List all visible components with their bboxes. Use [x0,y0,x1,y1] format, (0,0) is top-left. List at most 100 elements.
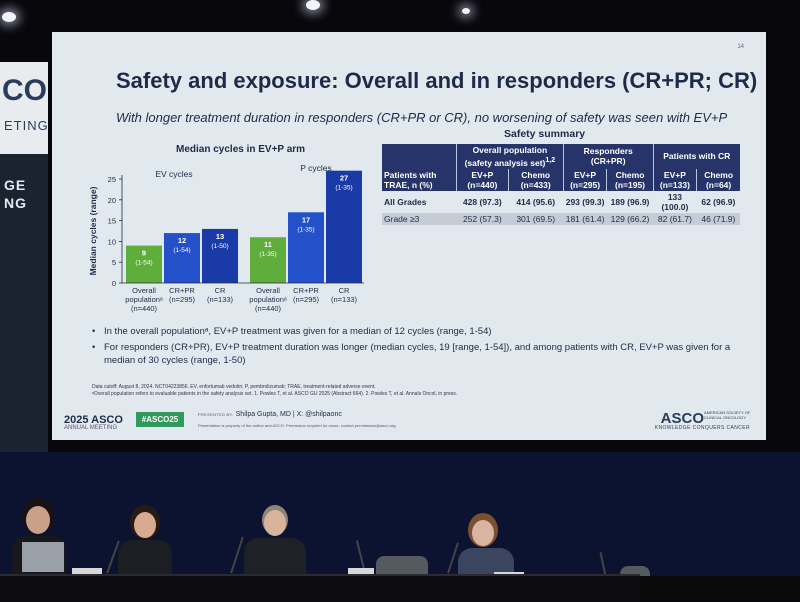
table-cell: 181 (61.4) [563,212,607,225]
column-group-header: Responders (CR+PR) [562,144,654,169]
category-label: (n=440) [131,304,158,313]
row-label: All Grades [384,196,427,207]
bar [126,245,162,283]
category-label: CR [339,286,350,295]
ceiling-light [306,0,320,10]
category-label: (n=440) [255,304,282,313]
table-subheader-row: EV+P (n=440) Chemo (n=433) EV+P (n=295) … [382,168,740,191]
footnote: Data cutoff: August 8, 2024. NCT04223856… [92,384,376,390]
bar [202,228,238,283]
presentation-slide: 14 Safety and exposure: Overall and in r… [52,32,766,440]
presentation-note: Presentation is property of the author a… [198,423,397,428]
side-banner-logo-text: CO [2,74,47,107]
y-tick-label: 25 [108,175,116,184]
bar [164,233,200,283]
bullet-list: In the overall populationᵃ, EV+P treatme… [92,325,742,370]
category-label: (n=133) [207,295,234,304]
bullet-item: In the overall populationᵃ, EV+P treatme… [92,325,742,338]
table-cell: 46 (71.9) [696,212,740,225]
category-label: CR+PR [293,286,319,295]
asco-tagline: KNOWLEDGE CONQUERS CANCER [654,425,750,431]
bar-value-label: 13 [216,232,224,241]
ceiling-light [462,8,470,14]
y-tick-label: 10 [108,237,116,246]
bar-value-label: 9 [142,249,146,258]
table-cell: 301 (69.5) [508,212,564,225]
column-header: EV+P (n=133) [652,168,697,191]
meeting-subtitle: ANNUAL MEETING [64,425,118,431]
table-cell: 428 (97.3) [462,196,502,207]
bar-range-label: (1-35) [335,185,352,192]
asco-society-name: AMERICAN SOCIETY OF CLINICAL ONCOLOGY [704,410,751,420]
panelist-head [264,510,286,536]
bar-range-label: (1-50) [211,243,228,250]
bullet-item: For responders (CR+PR), EV+P treatment d… [92,341,742,367]
column-group-label: Overall population (safety analysis set) [464,145,548,168]
category-label: CR+PR [169,286,195,295]
table-row: All Grades 428 (97.3) 414 (95.6) 293 (99… [382,191,740,213]
footnotes: Data cutoff: August 8, 2024. NCT04223856… [92,384,732,398]
asco-logo: ASCO [660,410,704,427]
median-cycles-chart: 0 5 10 15 20 25 Median cycles (range) EV cycles… [88,163,364,313]
side-banner-meeting-text: ETING [4,118,49,133]
category-label: CR [215,286,226,295]
column-group-header: Overall population (safety analysis set)… [456,144,564,169]
column-group-superscript: 1,2 [545,156,556,164]
group-label: EV cycles [155,169,192,179]
panelist-head [472,520,494,546]
y-tick-label: 0 [112,279,116,288]
panelist-head [26,506,50,534]
table-cell: 189 (96.9) [610,196,650,207]
category-label: Overall [256,286,280,295]
bar-value-label: 12 [178,236,186,245]
meeting-logo: 2025 ASCO [64,414,123,426]
hashtag-badge: #ASCO25 [136,412,184,427]
bar [288,212,324,283]
panel-desk [0,574,640,602]
bar-value-label: 11 [264,240,272,249]
laptop [22,542,64,572]
empty-chair [376,556,428,576]
table-cell: 133 (100.0) [661,191,689,212]
presented-by-label: PRESENTED BY: [198,412,234,417]
bar-range-label: (1-35) [259,251,276,258]
side-banner-word: NG [4,195,27,211]
table-cell: 252 (57.3) [456,212,509,225]
footnote: ᵃOverall population refers to evaluable … [92,391,458,397]
category-label: (n=295) [293,295,320,304]
bar-range-label: (1-54) [173,247,190,254]
panelist-body [118,540,172,580]
panelist-head [134,512,156,538]
column-header: EV+P (n=440) [456,168,509,191]
column-header: Chemo (n=64) [696,168,740,191]
nameplate [72,568,102,575]
bar [326,170,362,283]
slide-number: 14 [737,44,744,50]
panelist-body [244,538,306,580]
bar-range-label: (1-54) [135,260,152,267]
y-tick-label: 15 [108,217,116,226]
column-header: EV+P (n=295) [562,168,607,191]
table-cell: 129 (66.2) [606,212,654,225]
category-label: (n=295) [169,295,196,304]
table-row: Grade ≥3 252 (57.3) 301 (69.5) 181 (61.4… [382,212,740,225]
table-cell: 62 (96.9) [701,196,736,207]
category-label: Overall [132,286,156,295]
presenter-credit: PRESENTED BY: Shilpa Gupta, MD | X: @shi… [198,411,342,418]
category-label: populationᵃ [125,295,163,304]
slide-title: Safety and exposure: Overall and in resp… [116,68,758,93]
category-label: populationᵃ [249,295,287,304]
group-label: P cycles [300,163,332,173]
side-banner: CO ETING GE NG [0,62,48,462]
bar-value-label: 27 [340,174,348,183]
table-cell: 293 (99.3) [565,196,605,207]
bar [250,237,286,283]
y-tick-label: 5 [112,258,116,267]
stage-floor [640,576,800,600]
table-cell: 414 (95.6) [516,196,556,207]
table-title: Safety summary [504,128,586,140]
side-banner-logo-panel: CO ETING [0,62,48,154]
y-tick-label: 20 [108,196,116,205]
safety-summary-table: Patients with TRAE, n (%) Overall popula… [382,144,740,225]
bar-value-label: 17 [302,215,310,224]
